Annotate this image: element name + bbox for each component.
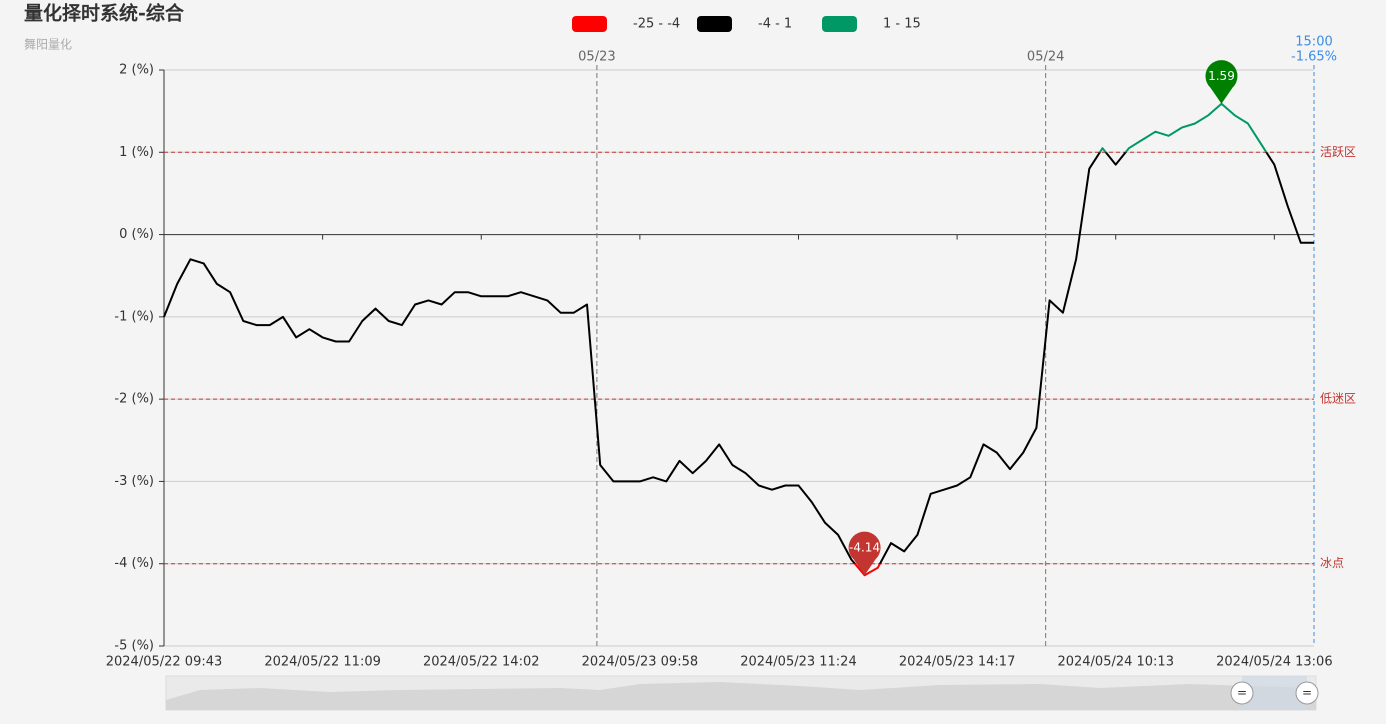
zoom-handle[interactable] [1295,681,1319,705]
cursor-value: -1.65% [1291,50,1337,65]
legend-swatch [572,16,607,32]
legend-label: 1 - 15 [883,17,921,32]
series-line [1098,102,1268,153]
zoom-handle-icon: = [1237,686,1247,700]
mark-line-label: 冰点 [1320,556,1344,570]
x-tick-label: 2024/05/23 14:17 [899,655,1016,670]
x-tick-label: 2024/05/24 13:06 [1216,655,1333,670]
x-tick-label: 2024/05/23 11:24 [740,655,857,670]
mark-pin [848,531,881,576]
y-tick-label: 0 (%) [119,227,154,242]
zoom-handle-icon: = [1302,686,1312,700]
y-tick-label: -5 (%) [114,639,154,654]
x-tick-label: 2024/05/23 09:58 [582,655,699,670]
mark-pin-label: 1.59 [1208,69,1235,83]
mark-line-label: 低迷区 [1320,392,1356,406]
x-tick-label: 2024/05/24 10:13 [1057,655,1174,670]
y-tick-label: 1 (%) [119,145,154,160]
day-line-label: 05/23 [578,50,615,65]
legend-swatch [697,16,732,32]
mark-pin-label: -4.14 [849,541,880,555]
y-tick-label: -3 (%) [114,474,154,489]
chart-title: 量化择时系统-综合 [24,2,185,25]
y-tick-label: 2 (%) [119,63,154,78]
chart-subtitle: 舞阳量化 [24,38,72,52]
x-tick-label: 2024/05/22 11:09 [264,655,381,670]
series-line [163,152,1314,564]
x-tick-label: 2024/05/22 14:02 [423,655,540,670]
zoom-handle[interactable] [1230,681,1254,705]
cursor-time: 15:00 [1295,35,1332,50]
x-tick-label: 2024/05/22 09:43 [106,655,223,670]
series-line [853,563,882,577]
mark-line-label: 活跃区 [1320,145,1356,159]
legend-swatch [822,16,857,32]
legend-label: -4 - 1 [758,17,792,32]
y-tick-label: -1 (%) [114,309,154,324]
zoom-preview [166,682,1316,710]
day-line-label: 05/24 [1027,50,1064,65]
y-tick-label: -2 (%) [114,392,154,407]
legend-label: -25 - -4 [633,17,680,32]
y-tick-label: -4 (%) [114,556,154,571]
mark-pin [1205,60,1238,104]
